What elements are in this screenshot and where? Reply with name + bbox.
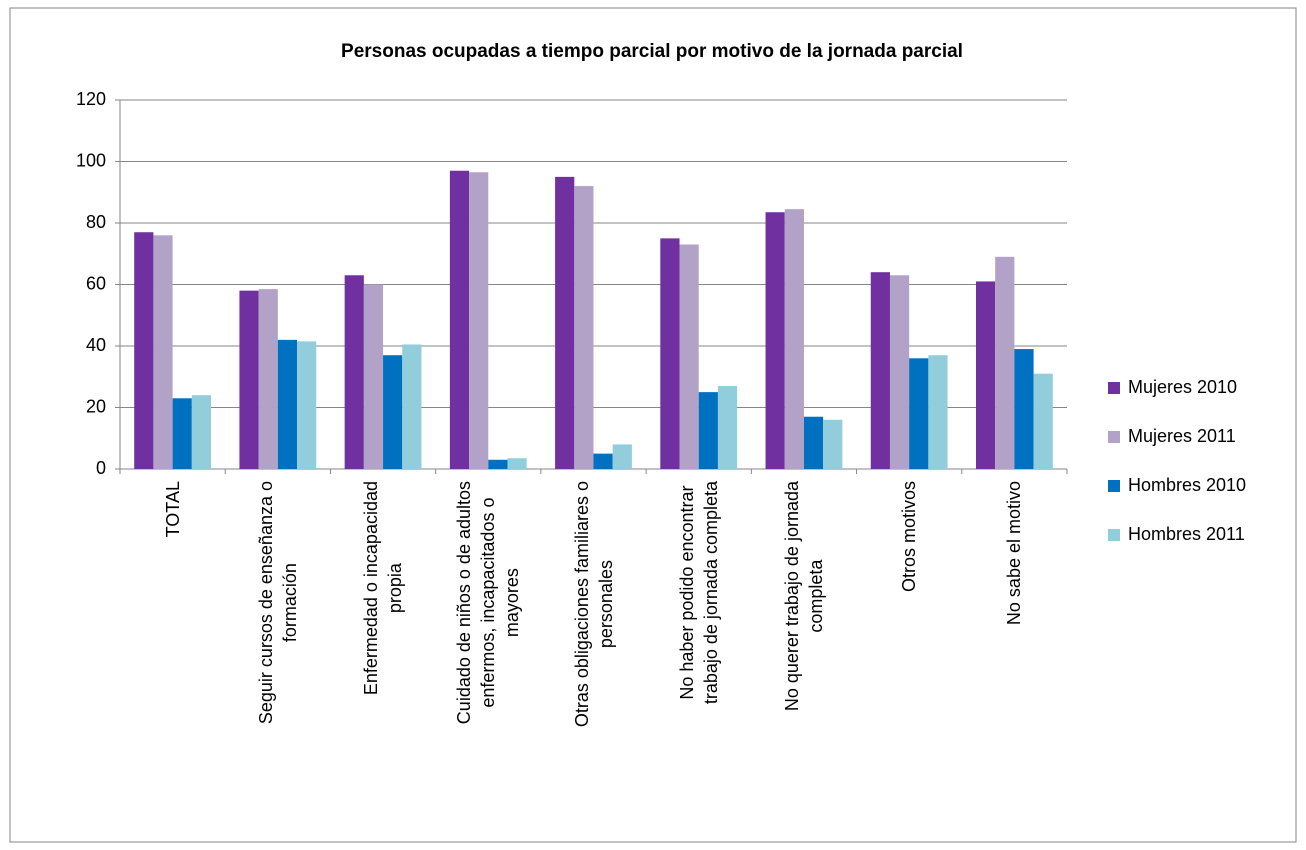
bar <box>574 186 594 469</box>
x-tick-label: No sabe el motivo <box>1002 481 1026 841</box>
y-tick-label: 80 <box>86 212 106 232</box>
bar <box>765 212 785 470</box>
x-tick-label: Cuidado de niños o de adultos enfermos, … <box>452 481 524 841</box>
bar <box>488 459 508 469</box>
bar <box>995 256 1015 469</box>
bar <box>239 290 259 469</box>
x-tick-text: Enfermedad o incapacidad propia <box>361 481 406 696</box>
x-tick-label: TOTAL <box>161 481 185 841</box>
bar <box>344 275 364 469</box>
x-tick-text: No querer trabajo de jornada completa <box>781 481 826 712</box>
bar <box>555 176 575 469</box>
x-tick-text: TOTAL <box>162 481 183 538</box>
bar <box>383 355 403 469</box>
bar <box>803 416 824 469</box>
legend-swatch <box>1108 480 1120 492</box>
x-tick-text: No sabe el motivo <box>1004 481 1025 626</box>
bar <box>823 419 843 469</box>
bar <box>469 172 489 469</box>
bar <box>1014 349 1034 469</box>
bar <box>363 284 384 469</box>
legend-swatch <box>1108 431 1120 443</box>
x-tick-text: Otros motivos <box>899 481 920 593</box>
bar <box>191 395 212 469</box>
legend-label: Mujeres 2010 <box>1128 377 1237 397</box>
x-tick-label: Seguir cursos de enseñanza o formación <box>254 481 302 841</box>
chart-title: Personas ocupadas a tiempo parcial por m… <box>341 41 963 62</box>
bar <box>277 339 298 469</box>
y-tick-label: 0 <box>96 458 106 478</box>
bar <box>612 444 632 469</box>
x-tick-label: Otros motivos <box>897 481 921 841</box>
bar <box>258 289 278 469</box>
bar <box>784 209 804 469</box>
bar <box>679 244 699 469</box>
bar <box>593 453 613 469</box>
x-tick-label: No haber podido encontrar trabajo de jor… <box>675 481 723 841</box>
chart-border <box>9 7 1297 843</box>
bar <box>698 392 718 469</box>
bar <box>297 341 317 469</box>
bar <box>909 358 929 469</box>
bar <box>1033 373 1053 469</box>
x-tick-text: Otras obligaciones familiares o personal… <box>571 481 616 728</box>
legend-swatch <box>1108 529 1120 541</box>
x-tick-text: No haber podido encontrar trabajo de jor… <box>676 481 721 705</box>
bar <box>717 385 738 469</box>
bar <box>134 232 154 469</box>
bar <box>975 281 996 469</box>
bar <box>449 170 470 469</box>
x-tick-label: Otras obligaciones familiares o personal… <box>570 481 618 841</box>
x-tick-text: Cuidado de niños o de adultos enfermos, … <box>454 481 523 725</box>
y-tick-label: 120 <box>76 89 106 109</box>
bar <box>402 344 422 469</box>
x-tick-text: Seguir cursos de enseñanza o formación <box>255 481 300 725</box>
y-tick-label: 100 <box>76 150 106 170</box>
y-tick-label: 60 <box>86 273 106 293</box>
y-tick-label: 40 <box>86 335 106 355</box>
bar <box>172 398 192 469</box>
bar <box>153 235 173 469</box>
bar <box>660 238 680 469</box>
bar <box>870 272 890 469</box>
x-tick-label: Enfermedad o incapacidad propia <box>359 481 407 841</box>
bar <box>507 458 527 469</box>
x-tick-label: No querer trabajo de jornada completa <box>780 481 828 841</box>
legend-label: Hombres 2010 <box>1128 475 1246 495</box>
bar <box>889 275 910 469</box>
legend-swatch <box>1108 382 1120 394</box>
bar <box>928 355 948 469</box>
legend-label: Mujeres 2011 <box>1128 426 1236 446</box>
y-tick-label: 20 <box>86 396 106 416</box>
legend-label: Hombres 2011 <box>1128 524 1245 544</box>
